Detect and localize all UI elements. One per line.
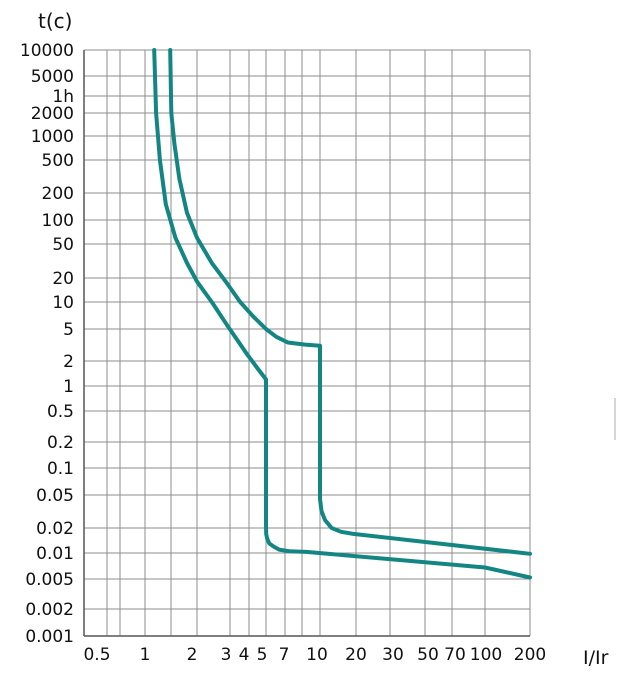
series-2-line	[168, 48, 532, 556]
y-tick-label: 0.01	[36, 544, 74, 564]
y-tick-label: 0.002	[25, 600, 74, 620]
x-tick-label: 2	[187, 645, 198, 665]
y-tick-label: 1	[63, 377, 74, 397]
x-axis-label: I/Ir	[583, 647, 609, 669]
x-tick-label: 5	[257, 645, 268, 665]
x-tick-label: 7	[279, 645, 290, 665]
y-tick-label: 20	[52, 269, 74, 289]
y-tick-label: 0.05	[36, 486, 74, 506]
y-tick-label: 50	[52, 235, 74, 255]
y-tick-label: 500	[42, 151, 74, 171]
x-tick-label: 1	[140, 645, 151, 665]
edge-marker	[614, 398, 616, 440]
y-tick-label: 1000	[31, 127, 74, 147]
y-tick-label: 1h	[52, 87, 74, 107]
x-tick-label: 4	[239, 645, 250, 665]
x-tick-label: 50	[417, 645, 439, 665]
y-tick-label: 2	[63, 352, 74, 372]
y-tick-label: 0.001	[25, 627, 74, 647]
y-axis-label: t(c)	[38, 9, 72, 33]
y-tick-label: 0.005	[25, 570, 74, 590]
y-tick-label: 100	[42, 211, 74, 231]
series-group	[152, 48, 532, 580]
x-tick-labels: 0.5 1 2 3 4 5 7 10 20 30 50 70 100 200	[83, 645, 546, 665]
y-tick-label: 0.5	[47, 402, 74, 422]
x-tick-label: 3	[221, 645, 232, 665]
y-tick-label: 10	[52, 293, 74, 313]
y-tick-label: 0.2	[47, 433, 74, 453]
axes	[83, 50, 530, 637]
y-tick-label: 10000	[20, 41, 74, 61]
series-1-line	[152, 48, 532, 580]
x-tick-label: 10	[306, 645, 328, 665]
y-tick-label: 0.1	[47, 459, 74, 479]
x-tick-label: 200	[514, 645, 546, 665]
x-tick-label: 100	[470, 645, 502, 665]
y-tick-label: 0.02	[36, 519, 74, 539]
y-tick-label: 5000	[31, 67, 74, 87]
y-tick-label: 5	[63, 320, 74, 340]
y-tick-label: 2000	[31, 104, 74, 124]
y-tick-label: 200	[42, 184, 74, 204]
x-tick-label: 20	[345, 645, 367, 665]
x-tick-label: 70	[444, 645, 466, 665]
x-tick-label: 0.5	[83, 645, 110, 665]
x-tick-label: 30	[382, 645, 404, 665]
